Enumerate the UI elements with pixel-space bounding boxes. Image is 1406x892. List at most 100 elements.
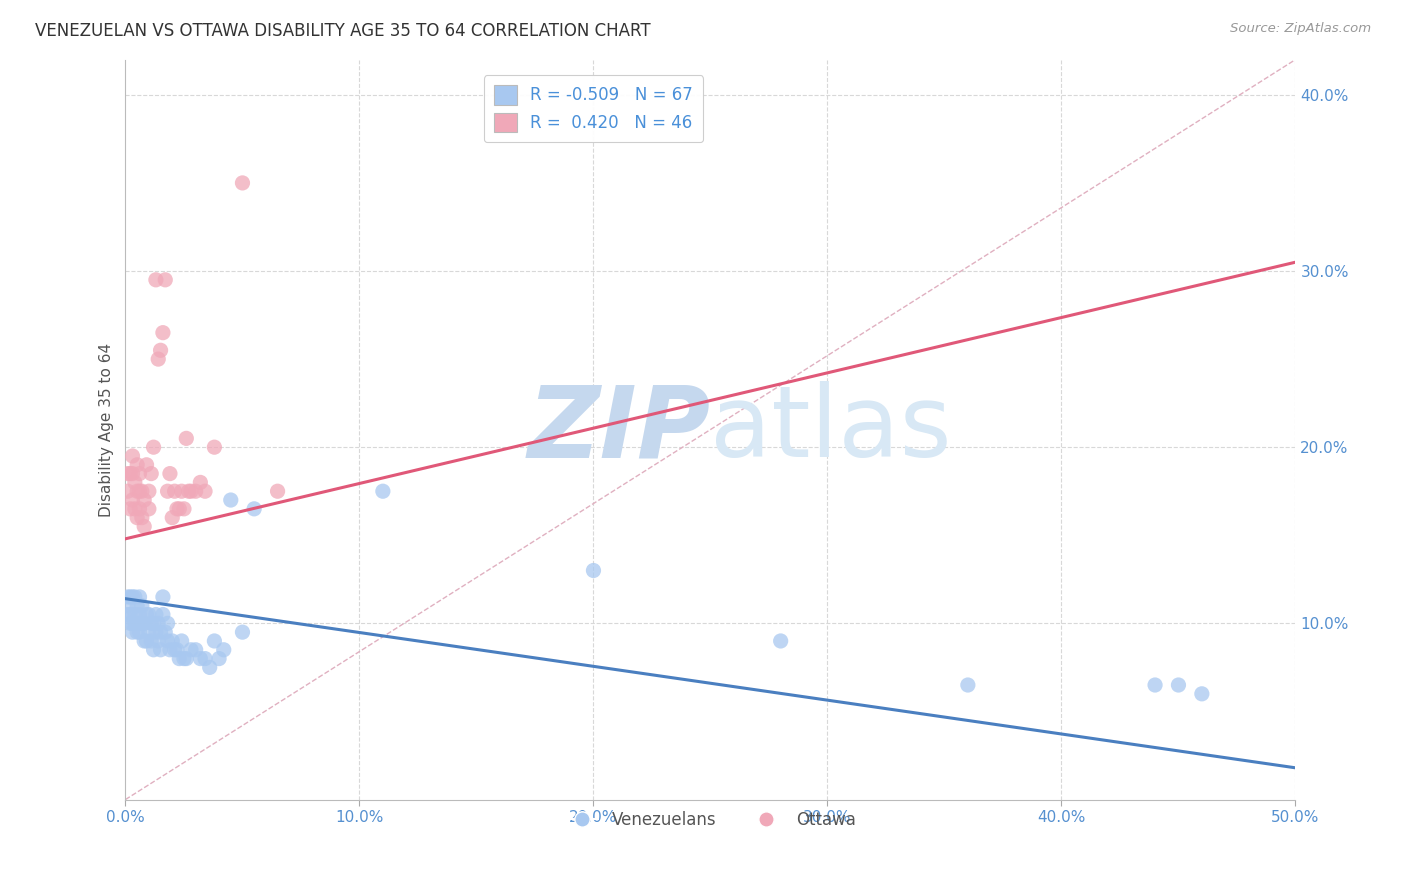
Point xyxy=(124,590,146,604)
Point xyxy=(202,440,225,454)
Y-axis label: Disability Age 35 to 64: Disability Age 35 to 64 xyxy=(100,343,114,516)
Point xyxy=(166,642,188,657)
Point xyxy=(124,616,146,631)
Point xyxy=(1191,687,1213,701)
Point xyxy=(152,607,174,622)
Point xyxy=(131,510,153,524)
Point xyxy=(266,484,288,499)
Point xyxy=(131,616,153,631)
Point xyxy=(124,607,146,622)
Point xyxy=(121,449,143,463)
Point xyxy=(117,484,139,499)
Point xyxy=(231,625,253,640)
Point xyxy=(177,484,200,499)
Point xyxy=(155,273,177,287)
Point xyxy=(145,625,167,640)
Point xyxy=(142,642,165,657)
Point xyxy=(141,467,163,481)
Point xyxy=(162,634,184,648)
Point xyxy=(152,326,174,340)
Point xyxy=(149,343,172,358)
Point xyxy=(127,616,149,631)
Point xyxy=(159,467,181,481)
Point xyxy=(134,616,156,631)
Point xyxy=(1167,678,1189,692)
Point xyxy=(134,519,156,533)
Point xyxy=(135,634,157,648)
Point xyxy=(176,651,198,665)
Point xyxy=(582,564,605,578)
Text: atlas: atlas xyxy=(710,381,952,478)
Point xyxy=(145,607,167,622)
Point xyxy=(148,634,170,648)
Point xyxy=(176,431,198,445)
Point xyxy=(131,484,153,499)
Point xyxy=(170,634,193,648)
Point xyxy=(142,440,165,454)
Point xyxy=(231,176,253,190)
Point xyxy=(134,634,156,648)
Point xyxy=(142,616,165,631)
Point xyxy=(128,467,150,481)
Point xyxy=(121,467,143,481)
Point xyxy=(188,475,211,490)
Point xyxy=(117,607,139,622)
Point xyxy=(188,651,211,665)
Point xyxy=(184,642,207,657)
Point xyxy=(128,484,150,499)
Point xyxy=(202,634,225,648)
Point xyxy=(138,607,160,622)
Point xyxy=(138,484,160,499)
Point xyxy=(184,484,207,499)
Text: Source: ZipAtlas.com: Source: ZipAtlas.com xyxy=(1230,22,1371,36)
Point xyxy=(162,510,184,524)
Point xyxy=(117,590,139,604)
Point xyxy=(149,625,172,640)
Point xyxy=(163,484,186,499)
Point xyxy=(128,501,150,516)
Point xyxy=(148,616,170,631)
Point xyxy=(156,484,179,499)
Point xyxy=(219,493,242,508)
Point xyxy=(127,484,149,499)
Point xyxy=(198,660,221,674)
Point xyxy=(135,607,157,622)
Point xyxy=(149,642,172,657)
Point xyxy=(131,599,153,613)
Point xyxy=(212,642,235,657)
Point xyxy=(148,352,170,367)
Point xyxy=(156,616,179,631)
Legend: Venezuelans, Ottawa: Venezuelans, Ottawa xyxy=(558,805,863,836)
Point xyxy=(371,484,394,499)
Point xyxy=(117,599,139,613)
Point xyxy=(135,458,157,472)
Point xyxy=(156,634,179,648)
Point xyxy=(180,484,202,499)
Point xyxy=(769,634,792,648)
Point xyxy=(128,625,150,640)
Point xyxy=(194,484,217,499)
Point xyxy=(169,651,191,665)
Point xyxy=(120,590,142,604)
Point xyxy=(152,590,174,604)
Point xyxy=(124,501,146,516)
Point xyxy=(120,501,142,516)
Point xyxy=(145,273,167,287)
Point xyxy=(127,599,149,613)
Point xyxy=(120,607,142,622)
Point xyxy=(141,616,163,631)
Point xyxy=(155,625,177,640)
Point xyxy=(956,678,979,692)
Point xyxy=(128,607,150,622)
Point xyxy=(208,651,231,665)
Point xyxy=(166,501,188,516)
Text: ZIP: ZIP xyxy=(527,381,710,478)
Point xyxy=(141,634,163,648)
Point xyxy=(127,458,149,472)
Point xyxy=(121,616,143,631)
Point xyxy=(121,590,143,604)
Point xyxy=(128,590,150,604)
Point xyxy=(173,651,195,665)
Point xyxy=(170,484,193,499)
Point xyxy=(159,642,181,657)
